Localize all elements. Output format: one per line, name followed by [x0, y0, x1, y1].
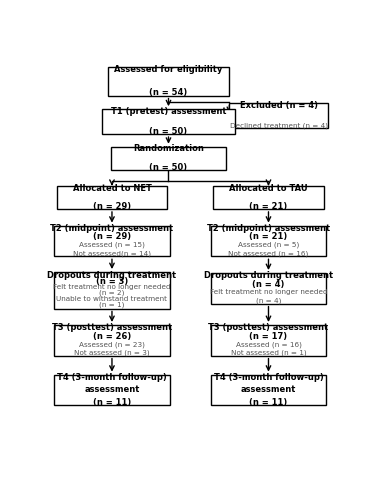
Text: Randomization: Randomization [133, 144, 204, 154]
Text: Excluded (n = 4): Excluded (n = 4) [240, 102, 318, 110]
Text: Assessed (n = 23): Assessed (n = 23) [79, 341, 145, 347]
Text: Not assessed(n = 14): Not assessed(n = 14) [73, 250, 151, 256]
Text: T4 (3-month follow-up): T4 (3-month follow-up) [214, 373, 324, 382]
Text: T1 (pretest) assessment: T1 (pretest) assessment [111, 107, 226, 116]
Text: Unable to withstand treatment: Unable to withstand treatment [56, 296, 168, 302]
Text: T4 (3-month follow-up): T4 (3-month follow-up) [57, 373, 167, 382]
Text: (n = 17): (n = 17) [249, 332, 288, 340]
FancyBboxPatch shape [211, 273, 327, 304]
Text: (n = 11): (n = 11) [93, 398, 131, 407]
FancyBboxPatch shape [211, 374, 327, 406]
Text: T2 (midpoint) assessment: T2 (midpoint) assessment [207, 224, 330, 233]
Text: (n = 1): (n = 1) [99, 302, 125, 308]
Text: (n = 3): (n = 3) [96, 277, 128, 286]
FancyBboxPatch shape [102, 109, 235, 134]
FancyBboxPatch shape [54, 374, 170, 406]
FancyBboxPatch shape [57, 186, 167, 209]
FancyBboxPatch shape [229, 104, 328, 128]
Text: Assessed (n = 15): Assessed (n = 15) [79, 242, 145, 248]
FancyBboxPatch shape [108, 66, 229, 96]
Text: (n = 21): (n = 21) [249, 232, 288, 241]
Text: Allocated to TAU: Allocated to TAU [229, 184, 308, 192]
Text: Allocated to NET: Allocated to NET [73, 184, 151, 192]
Text: Dropouts during treatment: Dropouts during treatment [204, 272, 333, 280]
Text: (n = 54): (n = 54) [149, 88, 188, 97]
Text: Assessed (n = 16): Assessed (n = 16) [236, 341, 301, 347]
Text: (n = 4): (n = 4) [256, 298, 281, 304]
Text: T3 (posttest) assessment: T3 (posttest) assessment [208, 324, 328, 332]
FancyBboxPatch shape [54, 325, 170, 356]
Text: assessment: assessment [84, 386, 140, 394]
FancyBboxPatch shape [54, 272, 170, 308]
Text: (n = 26): (n = 26) [93, 332, 131, 340]
Text: (n = 29): (n = 29) [93, 202, 131, 211]
Text: Assessed for eligibility: Assessed for eligibility [114, 65, 223, 74]
Text: Declined treatment (n = 4): Declined treatment (n = 4) [230, 122, 328, 129]
Text: Felt treatment no longer needed: Felt treatment no longer needed [53, 284, 171, 290]
FancyBboxPatch shape [211, 226, 327, 256]
FancyBboxPatch shape [54, 226, 170, 256]
Text: (n = 4): (n = 4) [252, 280, 285, 288]
Text: Not assessed (n = 16): Not assessed (n = 16) [229, 250, 309, 256]
Text: (n = 21): (n = 21) [249, 202, 288, 211]
Text: Dropouts during treatment: Dropouts during treatment [47, 271, 177, 280]
FancyBboxPatch shape [111, 146, 227, 170]
Text: T3 (posttest) assessment: T3 (posttest) assessment [52, 324, 172, 332]
Text: (n = 2): (n = 2) [99, 290, 125, 296]
Text: assessment: assessment [241, 386, 296, 394]
FancyBboxPatch shape [211, 325, 327, 356]
Text: Not assessed (n = 3): Not assessed (n = 3) [74, 350, 150, 356]
Text: Assessed (n = 5): Assessed (n = 5) [238, 242, 299, 248]
Text: T2 (midpoint) assessment: T2 (midpoint) assessment [50, 224, 174, 233]
Text: (n = 50): (n = 50) [150, 127, 187, 136]
Text: Not assessed (n = 1): Not assessed (n = 1) [231, 350, 306, 356]
Text: (n = 29): (n = 29) [93, 232, 131, 241]
Text: (n = 50): (n = 50) [150, 163, 187, 172]
FancyBboxPatch shape [214, 186, 324, 209]
Text: Felt treatment no longer needed: Felt treatment no longer needed [210, 290, 327, 296]
Text: (n = 11): (n = 11) [249, 398, 288, 407]
